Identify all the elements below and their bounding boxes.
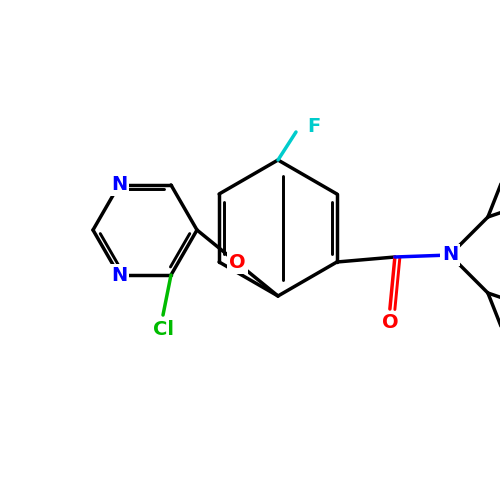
Text: Cl: Cl — [152, 320, 174, 338]
Text: N: N — [111, 266, 127, 284]
Text: N: N — [442, 246, 458, 264]
Text: O: O — [229, 254, 246, 272]
Text: O: O — [382, 314, 398, 332]
Text: N: N — [111, 176, 127, 195]
Text: F: F — [308, 118, 320, 137]
